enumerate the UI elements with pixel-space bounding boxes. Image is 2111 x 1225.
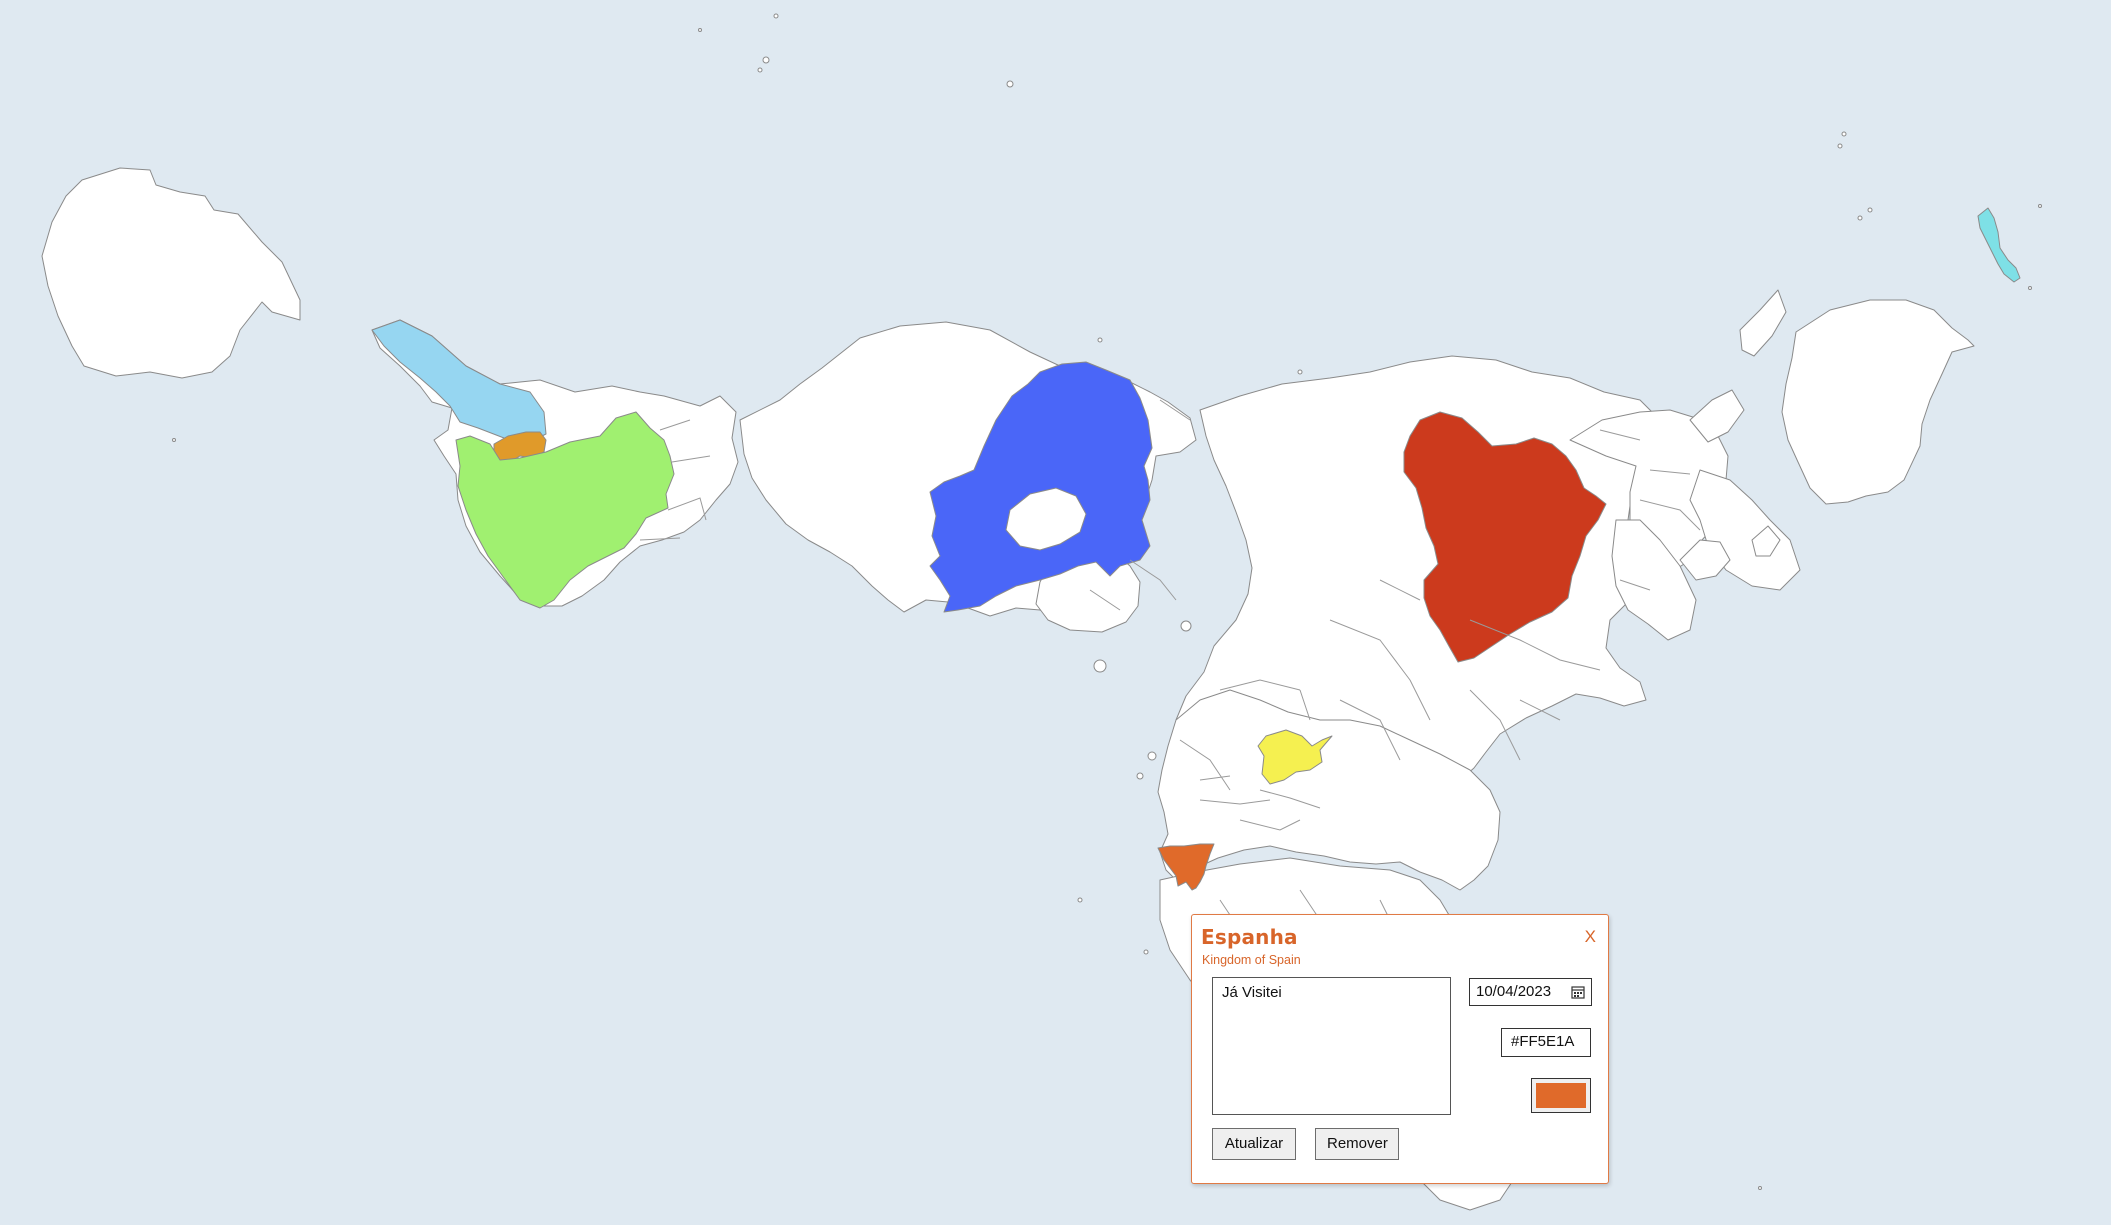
notes-textarea[interactable]: Já Visitei <box>1212 977 1451 1115</box>
island-right-tiny <box>1751 525 1781 557</box>
borders-left <box>639 419 711 541</box>
borders-europe <box>1179 739 1321 831</box>
landmass-top-left[interactable] <box>41 167 301 379</box>
color-picker-button[interactable] <box>1531 1078 1591 1113</box>
archipelago-right-2 <box>1689 389 1745 443</box>
popup-title: Espanha <box>1201 925 1298 949</box>
landmass-australia[interactable] <box>1781 299 1975 505</box>
remove-button[interactable]: Remover <box>1315 1128 1399 1160</box>
popup-subtitle: Kingdom of Spain <box>1202 953 1301 967</box>
date-value: 10/04/2023 <box>1476 983 1552 1000</box>
archipelago-right-1 <box>1739 289 1787 357</box>
yellow-region[interactable] <box>1257 729 1333 785</box>
country-popup: Espanha Kingdom of Spain X Já Visitei 10… <box>1191 914 1609 1184</box>
blue-region-bay <box>1005 487 1087 551</box>
archipelago-right-3 <box>1679 539 1731 581</box>
red-region[interactable] <box>1403 411 1607 663</box>
color-swatch <box>1536 1083 1586 1108</box>
date-input[interactable]: 10/04/2023 <box>1469 978 1592 1006</box>
spain-region[interactable] <box>1157 843 1215 891</box>
update-button[interactable]: Atualizar <box>1212 1128 1296 1160</box>
scattered-islands <box>172 13 2042 1190</box>
borders-center <box>1089 399 1191 611</box>
blue-region[interactable] <box>929 361 1153 613</box>
cyan-island-region[interactable] <box>1977 207 2021 283</box>
close-button[interactable]: X <box>1584 927 1596 946</box>
landmass-right-peninsula[interactable] <box>1611 519 1697 641</box>
borders-asia-east <box>1599 429 1701 591</box>
color-hex-input[interactable]: #FF5E1A <box>1501 1028 1591 1057</box>
green-region[interactable] <box>455 411 675 609</box>
landmass-east-islands[interactable] <box>1689 469 1801 591</box>
calendar-icon[interactable] <box>1571 985 1585 999</box>
borders-eurasia <box>1219 579 1601 761</box>
